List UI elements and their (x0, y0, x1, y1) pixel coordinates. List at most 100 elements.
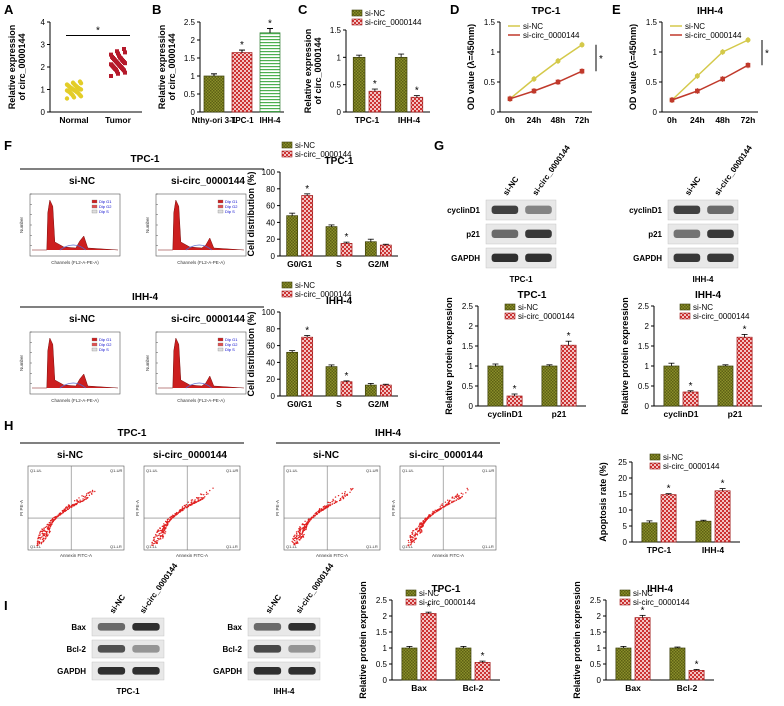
y-axis-label: Relative expression (7, 25, 17, 110)
histogram-peak (32, 337, 119, 389)
y-tick-label: 0 (271, 252, 276, 261)
data-point (507, 96, 513, 102)
event-dot (191, 501, 193, 503)
event-dot (197, 497, 199, 499)
event-dot (162, 527, 164, 530)
x-tick-label: S (336, 259, 342, 269)
event-dot (85, 494, 88, 497)
significance-star: * (345, 232, 349, 243)
quadrant-label: Q1-UL (402, 468, 415, 473)
event-dot (163, 525, 165, 527)
legend-label: Dip G2 (225, 342, 238, 347)
event-dot (456, 493, 459, 495)
y-tick-label: 2 (383, 612, 388, 621)
event-dot (84, 498, 87, 500)
y-tick-label: 5 (623, 522, 628, 531)
protein-band (97, 645, 126, 653)
event-dot (312, 516, 315, 518)
y-tick-label: 100 (262, 168, 276, 177)
histogram-peak (158, 337, 245, 389)
legend-label: Dip G1 (99, 199, 112, 204)
event-dot (455, 496, 457, 499)
y-tick-label: 60 (266, 202, 275, 211)
event-dot (43, 529, 45, 531)
data-point (695, 88, 700, 94)
event-dot (467, 489, 469, 491)
bar (688, 670, 705, 681)
event-dot (305, 528, 307, 530)
event-dot (86, 496, 88, 499)
blot-strip (485, 247, 557, 269)
y-tick-label: 3 (41, 41, 46, 50)
flow-condition-label: si-circ_0000144 (171, 176, 245, 187)
event-dot (163, 531, 165, 533)
bar (660, 494, 677, 543)
histogram-x-label: Channels (FL2-A-PE-A) (51, 398, 99, 403)
data-point (110, 54, 114, 59)
significance-star: * (689, 381, 693, 392)
panel-label-i: I (4, 598, 8, 613)
protein-band (525, 205, 552, 214)
event-dot (67, 504, 70, 506)
event-dot (185, 504, 188, 506)
significance-star: * (641, 605, 645, 616)
event-dot (48, 531, 51, 534)
event-dot (181, 506, 184, 508)
dotplot-y-label: PI PE-A (19, 500, 24, 516)
event-dot (196, 500, 198, 503)
event-dot (302, 526, 304, 529)
event-dot (445, 503, 447, 506)
y-tick-label: 2.5 (184, 18, 196, 27)
y-axis-label: Relative protein expression (620, 297, 630, 415)
y-tick-label: 1 (337, 53, 342, 62)
y-tick-label: 0 (191, 108, 196, 117)
event-dot (420, 526, 422, 529)
protein-band (491, 229, 519, 238)
event-dot (151, 544, 153, 546)
event-dot (302, 523, 305, 526)
x-tick-label: cyclinD1 (664, 409, 699, 419)
bar (364, 241, 377, 257)
event-dot (181, 509, 183, 511)
dotplot-y-label: PI PE-A (275, 500, 280, 516)
event-dot (74, 503, 76, 506)
protein-band (288, 645, 316, 653)
y-tick-label: 0.5 (590, 660, 602, 669)
x-tick-label: G2/M (368, 259, 389, 269)
event-dot (423, 521, 426, 524)
event-dot (299, 536, 301, 538)
panel-label-a: A (4, 2, 14, 17)
event-dot (162, 536, 165, 538)
event-dot (412, 530, 415, 532)
event-dot (39, 538, 41, 540)
bar (682, 391, 699, 407)
event-dot (47, 534, 49, 536)
quadrant-label: Q1-LL (286, 544, 298, 549)
legend-label: si-circ_0000144 (518, 312, 575, 321)
data-point (579, 42, 585, 48)
y-tick-label: 1.5 (184, 54, 196, 63)
event-dot (153, 536, 155, 539)
protein-band (673, 253, 701, 262)
event-dot (159, 537, 161, 539)
legend-label: si-circ_0000144 (419, 598, 476, 607)
event-dot (414, 532, 417, 534)
event-dot (48, 524, 50, 526)
legend-label: si-circ_0000144 (523, 31, 580, 40)
chart-g2: 0 0.5 1 1.5 2 2.5 Relative protein expression I… (620, 290, 762, 419)
protein-label: GAPDH (451, 254, 480, 263)
protein-band (707, 253, 734, 262)
x-tick-label: Bcl-2 (677, 683, 698, 693)
panel-label-h: H (4, 418, 13, 433)
event-dot (424, 518, 427, 520)
event-dot (298, 535, 300, 537)
bar (634, 617, 651, 681)
event-dot (304, 520, 306, 523)
y-axis-label: Relative expression (157, 25, 167, 110)
event-dot (466, 487, 468, 490)
data-point (555, 79, 561, 85)
blot-strip (247, 661, 321, 681)
bar (401, 647, 418, 681)
event-dot (164, 520, 167, 523)
data-point (109, 74, 113, 78)
